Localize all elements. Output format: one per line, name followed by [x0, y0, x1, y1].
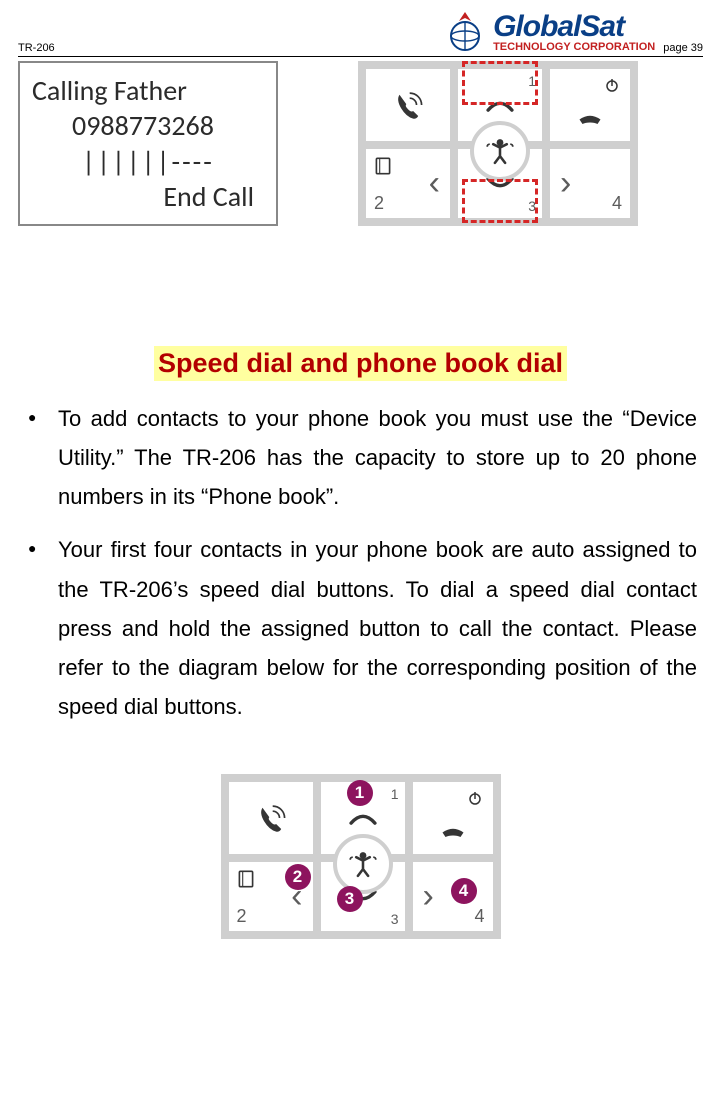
lcd-screen: Calling Father 0988773268 ||||||---- End…	[18, 61, 278, 226]
chevron-right-icon: ›	[560, 164, 571, 203]
keypad-diagram-numbered: 1 2 ‹	[221, 774, 501, 939]
chevron-left-icon: ‹	[429, 164, 440, 203]
top-figures-row: Calling Father 0988773268 ||||||---- End…	[18, 61, 703, 226]
page-header: TR-206 GlobalSat TECHNOLOGY CORPORATION …	[18, 10, 703, 57]
lcd-line-number: 0988773268	[32, 108, 264, 143]
key-up-number: 1	[391, 786, 399, 802]
book-icon	[372, 155, 394, 177]
hangup-icon	[438, 816, 468, 846]
sos-person-icon	[346, 847, 380, 881]
key-power-hangup	[546, 65, 634, 145]
section-title: Speed dial and phone book dial	[154, 346, 567, 381]
speed-dial-marker-4: 4	[451, 878, 477, 904]
sos-person-icon	[483, 134, 517, 168]
lcd-line-softkey: End Call	[32, 179, 264, 214]
bottom-figure: 1 2 ‹	[18, 774, 703, 939]
logo-text: GlobalSat TECHNOLOGY CORPORATION	[493, 12, 655, 53]
key-call	[362, 65, 454, 145]
bullet-item: Your first four contacts in your phone b…	[24, 530, 697, 726]
key-phonebook-number: 2	[374, 193, 384, 214]
body-bullets: To add contacts to your phone book you m…	[18, 399, 703, 726]
key-sos	[333, 834, 393, 894]
key-phonebook: 2 ‹	[362, 145, 454, 222]
globe-icon	[443, 10, 487, 54]
section-title-wrap: Speed dial and phone book dial	[18, 346, 703, 381]
model-id: TR-206	[18, 42, 55, 54]
phone-dial-icon	[391, 88, 425, 122]
bullet-item: To add contacts to your phone book you m…	[24, 399, 697, 516]
lcd-line-progress: ||||||----	[32, 144, 264, 179]
speed-dial-marker-2: 2	[285, 864, 311, 890]
highlight-down-key	[462, 179, 538, 223]
phone-dial-icon	[254, 801, 288, 835]
key-right-number: 4	[474, 906, 484, 927]
highlight-up-key	[462, 61, 538, 105]
book-icon	[235, 868, 257, 890]
key-power-hangup	[409, 778, 497, 858]
key-call	[225, 778, 317, 858]
key-phonebook-number: 2	[237, 906, 247, 927]
key-right: › 4	[546, 145, 634, 222]
page-number: page 39	[663, 42, 703, 54]
lcd-line-status: Calling Father	[32, 73, 264, 108]
hangup-icon	[575, 103, 605, 133]
keypad-diagram-highlighted: 1 2 ‹	[358, 61, 638, 226]
chevron-right-icon: ›	[423, 877, 434, 916]
speed-dial-marker-1: 1	[347, 780, 373, 806]
speed-dial-marker-3: 3	[337, 886, 363, 912]
logo-sub-text: TECHNOLOGY CORPORATION	[493, 42, 655, 53]
key-down-number: 3	[391, 911, 399, 927]
brand-logo: GlobalSat TECHNOLOGY CORPORATION	[443, 10, 655, 54]
key-sos	[470, 121, 530, 181]
power-icon	[465, 788, 485, 808]
document-page: TR-206 GlobalSat TECHNOLOGY CORPORATION …	[0, 0, 721, 979]
power-icon	[602, 75, 622, 95]
arc-up-icon	[346, 801, 380, 835]
key-right-number: 4	[612, 193, 622, 214]
logo-main-text: GlobalSat	[493, 12, 655, 42]
